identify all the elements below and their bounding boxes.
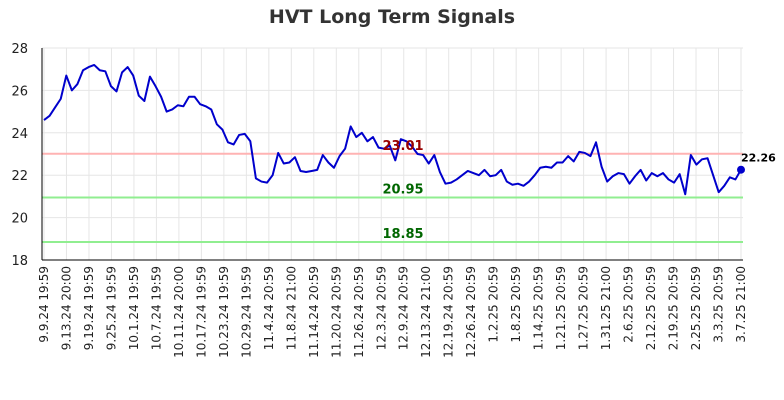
x-tick-label: 1.14.25 20:59: [532, 266, 546, 350]
x-tick-label: 11.8.24 21:00: [284, 266, 298, 350]
x-tick-label: 12.19.24 20:59: [442, 266, 456, 358]
level-label: 18.85: [382, 227, 423, 242]
axes: 18 20 22 24 26 28 9.9.24 19:59 9.13.24 20:00 9.1…: [11, 42, 748, 358]
x-tick-label: 10.23.24 19:59: [217, 266, 231, 358]
x-tick-label: 10.17.24 19:59: [194, 266, 208, 358]
level-label: 20.95: [382, 182, 423, 197]
x-tick-label: 2.12.25 20:59: [644, 266, 658, 350]
x-tick-label: 1.27.25 20:59: [577, 266, 591, 350]
price-line: [43, 63, 742, 196]
y-tick-label: 28: [11, 42, 28, 57]
x-tick-label: 3.7.25 21:00: [734, 266, 748, 343]
x-tick-label: 11.14.24 20:59: [307, 266, 321, 358]
last-point-marker: [737, 165, 745, 174]
x-tick-label: 9.9.24 19:59: [37, 266, 51, 343]
x-tick-label: 2.19.25 20:59: [667, 266, 681, 350]
x-tick-label: 10.29.24 19:59: [239, 266, 253, 358]
y-tick-label: 24: [11, 127, 28, 142]
y-tick-label: 26: [11, 84, 28, 99]
x-tick-label: 10.11.24 20:00: [172, 266, 186, 358]
level-labels: 22.26 23.01 20.95 18.85: [382, 139, 776, 242]
price-series: [43, 63, 745, 196]
chart-title: HVT Long Term Signals: [268, 6, 516, 28]
x-tick-label: 1.31.25 21:00: [599, 266, 613, 350]
x-tick-label: 11.4.24 20:59: [262, 266, 276, 350]
x-tick-label: 10.1.24 19:59: [127, 266, 141, 350]
x-tick-label: 3.3.25 20:59: [712, 266, 726, 343]
y-tick-label: 20: [11, 212, 28, 227]
x-tick-label: 12.13.24 21:00: [419, 266, 433, 358]
x-tick-label: 2.6.25 20:59: [622, 266, 636, 343]
x-tick-label: 12.3.24 20:59: [374, 266, 388, 350]
x-tick-label: 11.20.24 20:59: [329, 266, 343, 358]
last-value-label: 22.26: [741, 152, 776, 165]
x-tick-label: 9.25.24 19:59: [104, 266, 118, 350]
x-tick-label: 12.26.24 20:59: [464, 266, 478, 358]
x-tick-label: 11.26.24 20:59: [352, 266, 366, 358]
x-tick-label: 1.2.25 20:59: [487, 266, 501, 343]
x-tick-label: 12.9.24 20:59: [397, 266, 411, 350]
level-label: 23.01: [382, 139, 423, 154]
y-tick-label: 22: [11, 169, 28, 184]
y-tick-label: 18: [11, 254, 28, 269]
x-tick-label: 9.19.24 19:59: [82, 266, 96, 350]
x-tick-label: 10.7.24 19:59: [149, 266, 163, 350]
x-tick-label: 9.13.24 20:00: [59, 266, 73, 350]
x-tick-label: 2.25.25 20:59: [689, 266, 703, 350]
x-tick-label: 1.8.25 20:59: [509, 266, 523, 343]
x-tick-label: 1.21.25 20:59: [554, 266, 568, 350]
